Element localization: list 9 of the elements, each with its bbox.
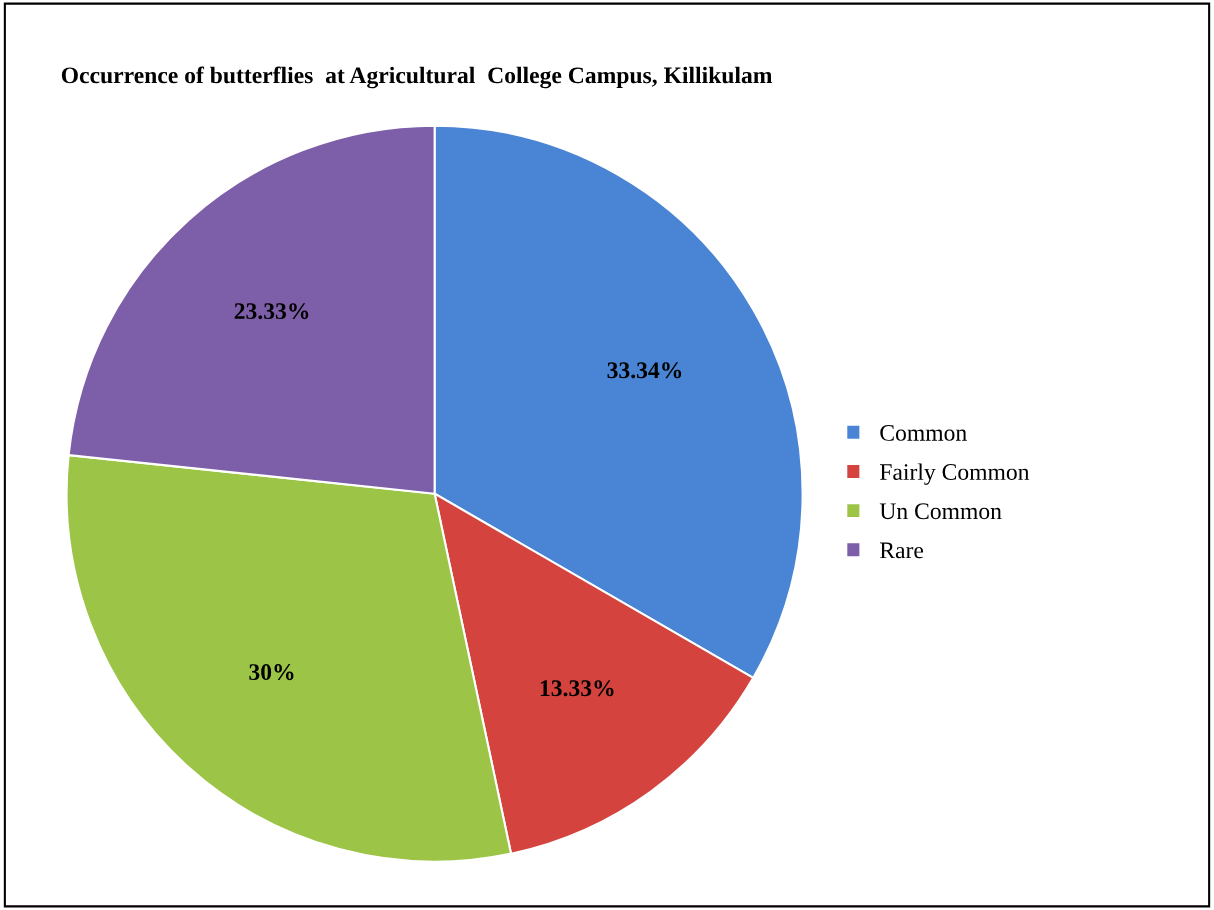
legend-label: Rare — [879, 542, 924, 559]
data-label: 30% — [249, 664, 294, 681]
data-label: 33.34% — [607, 362, 682, 379]
legend-label: Common — [880, 425, 967, 441]
chart-title: Occurrence of butterflies at Agricultural College Campus, Killikulam — [61, 66, 773, 89]
legend-label: Fairly Common — [879, 463, 1030, 485]
legend-label: Un Common — [879, 503, 1002, 520]
data-label: 13.33% — [540, 680, 614, 697]
data-label: 23.33% — [234, 303, 309, 320]
